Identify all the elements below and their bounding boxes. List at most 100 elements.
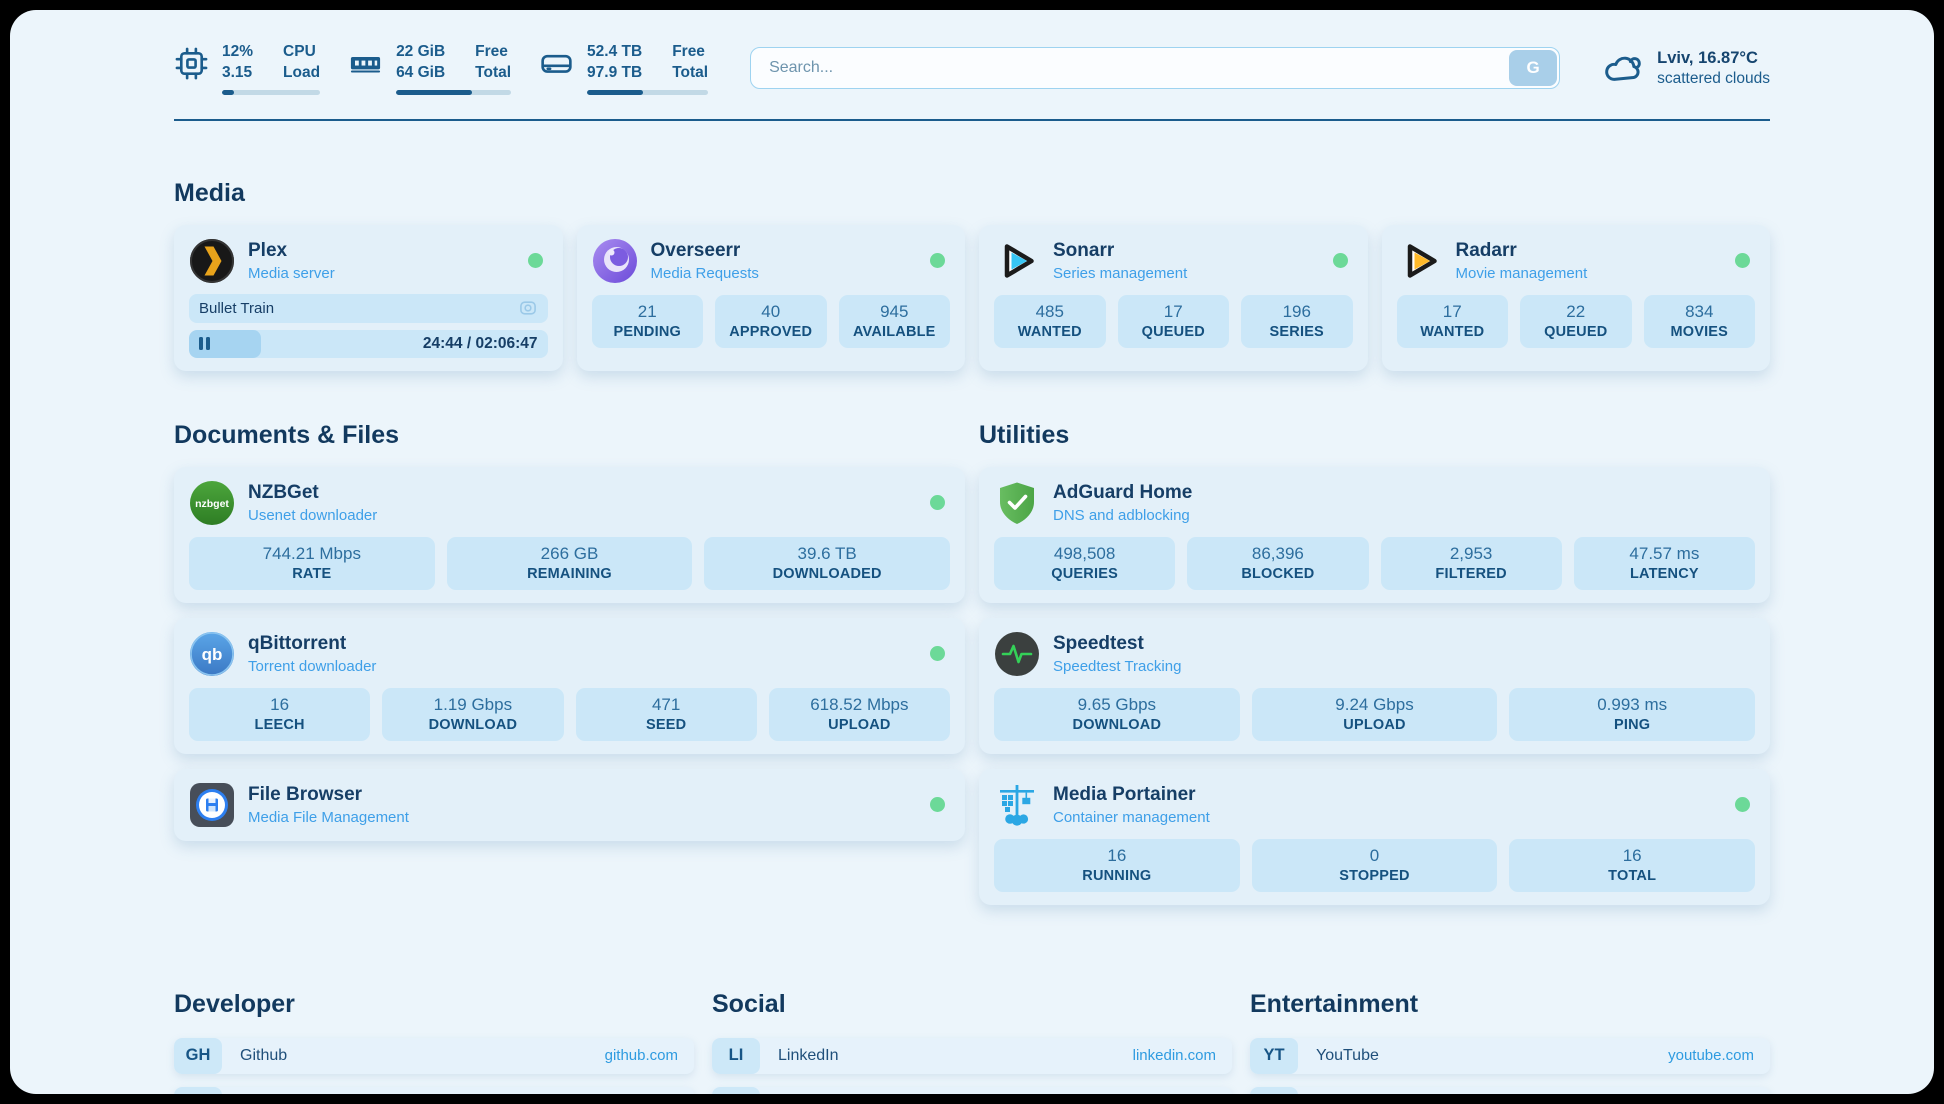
stat-value: 16 [270, 694, 290, 714]
bookmark-abbr-badge: TW [712, 1086, 760, 1094]
app-description: Media File Management [248, 808, 409, 826]
app-description: Series management [1053, 264, 1188, 282]
bookmark-name: LinkedIn [778, 1046, 839, 1064]
section-title-social: Social [712, 989, 786, 1018]
section-title-entertainment: Entertainment [1250, 989, 1419, 1018]
stat-tile: 16 RUNNING [994, 838, 1240, 892]
app-card-qbittorrent[interactable]: qb qBittorrent Torrent downloader 16 LEE… [174, 617, 965, 754]
bookmark-abbr-badge: GH [174, 1037, 222, 1074]
bookmark-group-developer: Developer GH Github github.com SO StackO… [174, 990, 694, 1094]
adguard-icon [994, 480, 1040, 526]
stat-tile: 16 LEECH [189, 687, 371, 741]
bookmark-url: linkedin.com [1132, 1047, 1216, 1065]
stat-tile: 498,508 QUERIES [994, 536, 1176, 590]
svg-text:nzbget: nzbget [195, 498, 229, 510]
stat-tile: 196 SERIES [1241, 294, 1353, 348]
qbittorrent-icon: qb [189, 631, 235, 677]
search-bar: G [750, 47, 1561, 90]
bookmark-youtube[interactable]: YT YouTube youtube.com [1250, 1037, 1770, 1074]
sonarr-icon [994, 238, 1040, 284]
ram-icon [348, 46, 383, 81]
app-card-plex[interactable]: Plex Media server Bullet Train 24 [174, 224, 563, 371]
cpu-stat-widget: 12% 3.15 CPU Load [174, 42, 321, 95]
app-card-filebrowser[interactable]: File Browser Media File Management [174, 768, 965, 841]
stat-tile: 16 TOTAL [1509, 838, 1755, 892]
stat-label: FILTERED [1435, 565, 1507, 582]
stat-value: 834 [1685, 301, 1714, 321]
bookmark-abbr-badge: SO [174, 1086, 222, 1094]
overseerr-icon [592, 238, 638, 284]
portainer-icon [994, 782, 1040, 828]
ram-total-label: Total [475, 63, 512, 81]
session-camera-icon[interactable] [518, 298, 538, 318]
disk-total-label: Total [672, 63, 709, 81]
search-input[interactable] [750, 47, 1561, 90]
stat-value: 22 [1566, 301, 1586, 321]
bookmark-url: github.com [604, 1047, 678, 1065]
app-card-nzbget[interactable]: nzbget NZBGet Usenet downloader 744.21 M… [174, 466, 965, 603]
bookmark-twitter[interactable]: TW Twitter twitter.com [712, 1086, 1232, 1094]
stat-label: DOWNLOAD [428, 716, 518, 733]
disk-progress-bar [587, 89, 709, 95]
svg-text:qb: qb [202, 645, 223, 664]
search-engine-button[interactable]: G [1509, 50, 1558, 87]
playback-progress-fill [189, 329, 261, 358]
disk-free-label: Free [672, 43, 705, 60]
stat-value: 17 [1163, 301, 1183, 321]
stat-label: QUEUED [1544, 323, 1608, 340]
stat-value: 1.19 Gbps [433, 694, 513, 714]
stat-tile: 0.993 ms PING [1509, 687, 1755, 741]
stat-tile: 834 MOVIES [1643, 294, 1755, 348]
stat-label: MOVIES [1670, 323, 1729, 340]
cloud-icon [1602, 47, 1644, 89]
header-divider [174, 118, 1770, 121]
app-card-overseerr[interactable]: Overseerr Media Requests 21 PENDING 40 A… [576, 224, 965, 371]
nzbget-icon: nzbget [189, 480, 235, 526]
app-card-sonarr[interactable]: Sonarr Series management 485 WANTED 17 Q… [979, 224, 1368, 371]
stat-tile: 618.52 Mbps UPLOAD [768, 687, 950, 741]
bookmark-name: Github [240, 1046, 288, 1064]
cpu-icon [174, 46, 209, 81]
stat-label: REMAINING [527, 565, 612, 582]
app-card-radarr[interactable]: Radarr Movie management 17 WANTED 22 QUE… [1381, 224, 1770, 371]
section-title-developer: Developer [174, 989, 295, 1018]
app-name: Radarr [1455, 239, 1517, 261]
bookmark-stackoverflow[interactable]: SO StackOverflow stackoverflow.com [174, 1086, 694, 1094]
bookmark-github[interactable]: GH Github github.com [174, 1037, 694, 1074]
stat-tile: 485 WANTED [994, 294, 1106, 348]
app-card-portainer[interactable]: Media Portainer Container management 16 … [979, 768, 1770, 905]
bookmark-group-entertainment: Entertainment YT YouTube youtube.com NF … [1250, 990, 1770, 1094]
stat-label: DOWNLOADED [772, 565, 882, 582]
ram-progress-bar [396, 89, 512, 95]
stat-value: 945 [880, 301, 909, 321]
bookmark-abbr-badge: NF [1250, 1086, 1298, 1094]
bookmark-netflix[interactable]: NF Netflix netflix.com [1250, 1086, 1770, 1094]
bookmark-linkedin[interactable]: LI LinkedIn linkedin.com [712, 1037, 1232, 1074]
stat-value: 40 [761, 301, 781, 321]
stat-tile: 39.6 TB DOWNLOADED [704, 536, 950, 590]
app-card-speedtest[interactable]: Speedtest Speedtest Tracking 9.65 Gbps D… [979, 617, 1770, 754]
stat-value: 47.57 ms [1629, 543, 1700, 563]
stat-label: UPLOAD [1343, 716, 1406, 733]
now-playing-bar: Bullet Train [189, 293, 548, 323]
stat-label: SEED [645, 716, 687, 733]
cpu-load-value: 3.15 [222, 63, 253, 81]
stat-tile: 471 SEED [575, 687, 757, 741]
stat-value: 196 [1282, 301, 1311, 321]
filebrowser-icon [189, 782, 235, 828]
stat-tile: 40 APPROVED [715, 294, 827, 348]
app-name: Media Portainer [1053, 783, 1196, 805]
app-description: Movie management [1455, 264, 1588, 282]
stat-label: LATENCY [1629, 565, 1699, 582]
app-card-adguard[interactable]: AdGuard Home DNS and adblocking 498,508 … [979, 466, 1770, 603]
stat-label: AVAILABLE [852, 323, 936, 340]
disk-icon [539, 46, 574, 81]
weather-condition: scattered clouds [1657, 69, 1770, 87]
app-description: Speedtest Tracking [1053, 657, 1182, 675]
stat-tile: 21 PENDING [591, 294, 703, 348]
stat-value: 16 [1107, 845, 1127, 865]
stat-value: 39.6 TB [797, 543, 857, 563]
status-indicator [1332, 253, 1348, 269]
cpu-load-label: Load [283, 63, 321, 81]
app-description: Media Requests [650, 264, 759, 282]
